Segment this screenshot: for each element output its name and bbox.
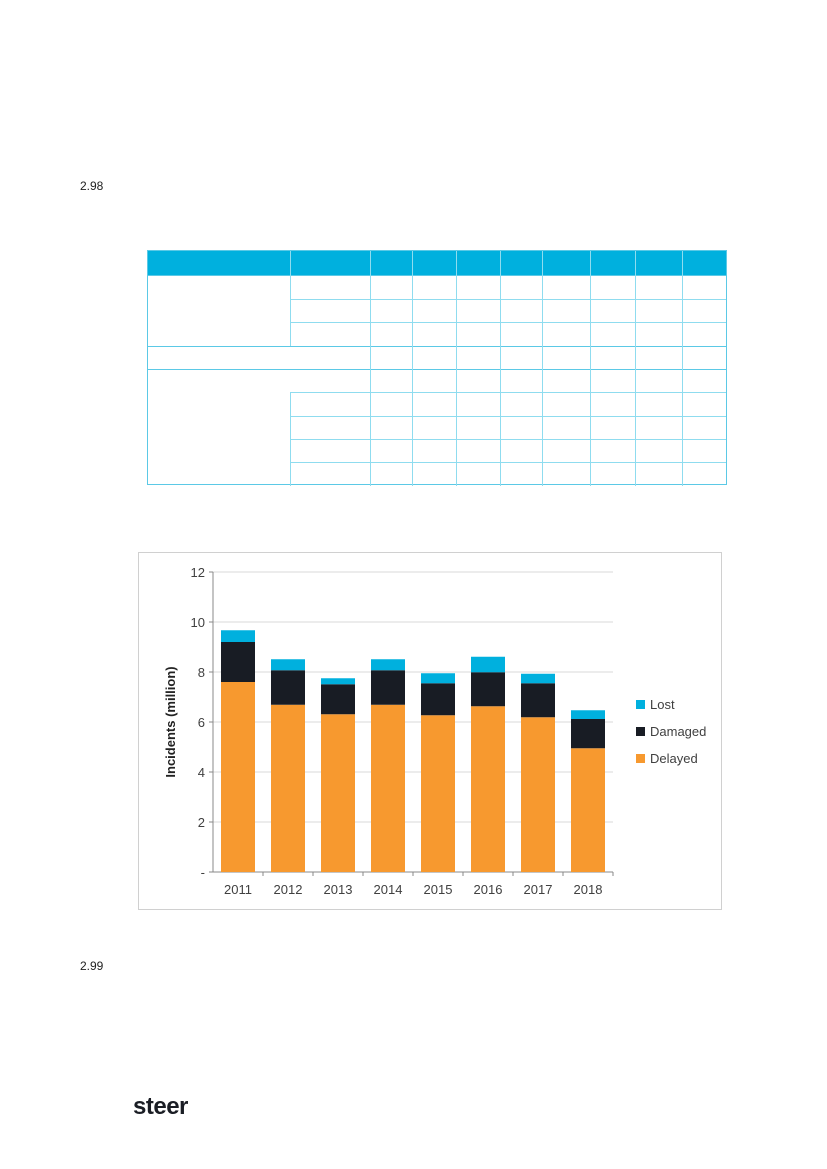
bar-segment-delayed [471,706,505,872]
x-tick-label: 2013 [324,882,353,897]
bar-segment-damaged [521,683,555,718]
steer-logo: steer [133,1093,188,1120]
y-tick-label: - [201,865,205,880]
data-table [147,250,727,486]
bar-segment-lost [571,710,605,719]
y-tick-label: 12 [191,565,205,580]
table-column-divider [456,251,457,486]
table-column-divider [412,251,413,486]
bar-segment-lost [521,673,555,684]
bar-segment-damaged [571,719,605,749]
bar-segment-damaged [321,684,355,715]
table-row-divider [290,462,726,463]
x-tick-label: 2014 [374,882,403,897]
bar-segment-damaged [371,670,405,705]
y-tick-label: 4 [198,765,205,780]
bar-segment-delayed [421,715,455,872]
x-tick-label: 2012 [274,882,303,897]
bar-segment-lost [221,630,255,642]
bar-segment-damaged [221,642,255,682]
table-column-divider [590,251,591,486]
x-tick-label: 2017 [524,882,553,897]
bar-segment-damaged [271,670,305,705]
y-tick-label: 2 [198,815,205,830]
table-row-divider [148,346,726,347]
bar-segment-lost [371,659,405,671]
bar-segment-damaged [471,672,505,707]
table-column-divider [635,251,636,486]
bar-segment-delayed [521,717,555,872]
bar-segment-lost [271,659,305,671]
legend-swatch-lost [636,700,645,709]
x-tick-label: 2018 [574,882,603,897]
table-row-divider [290,439,726,440]
table-row-divider [148,275,726,276]
table-column-divider [542,251,543,486]
x-tick-label: 2011 [224,882,252,897]
paragraph-number: 2.98 [80,179,104,193]
paragraph-number: 2.99 [80,959,104,973]
table-row-divider [290,416,726,417]
table-column-divider [500,251,501,486]
chart-container: - 2 4 6 8 10 12 2011 2012 2013 2014 2015 2016 2017 201… [138,552,722,910]
table-row-divider [290,322,726,323]
bar-segment-delayed [371,704,405,872]
legend-label: Lost [650,697,675,712]
bar-segment-lost [421,673,455,684]
bar-segment-delayed [321,714,355,872]
y-tick-label: 10 [191,615,205,630]
bar-segment-damaged [421,683,455,716]
y-tick-label: 6 [198,715,205,730]
table-column-divider [290,392,291,486]
stacked-bar-chart: - 2 4 6 8 10 12 2011 2012 2013 2014 2015 2016 2017 201… [163,565,706,897]
legend-label: Damaged [650,724,706,739]
bar-segment-delayed [571,748,605,872]
bar-segment-delayed [271,704,305,872]
x-tick-label: 2016 [474,882,503,897]
legend-label: Delayed [650,751,698,766]
bar-segment-lost [471,656,505,673]
table-column-divider [290,251,291,346]
table-row-divider [290,392,726,393]
table-column-divider [370,251,371,486]
table-row-divider [148,369,726,370]
table-column-divider [682,251,683,486]
legend-swatch-damaged [636,727,645,736]
table-row-divider [290,299,726,300]
x-tick-label: 2015 [424,882,453,897]
legend-swatch-delayed [636,754,645,763]
y-tick-label: 8 [198,665,205,680]
table-header-row [148,251,726,275]
bar-segment-delayed [221,682,255,872]
y-axis-label: Incidents (million) [163,666,178,777]
bar-segment-lost [321,678,355,685]
